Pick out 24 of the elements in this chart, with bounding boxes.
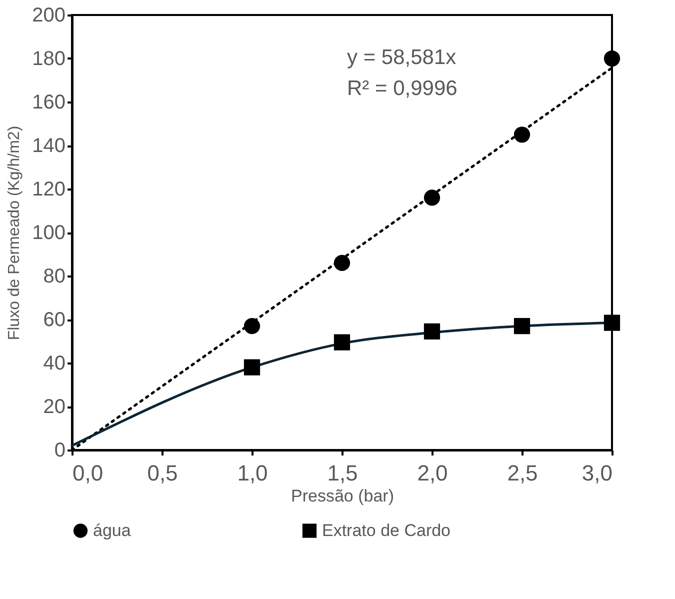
y-axis-title: Fluxo de Permeado (Kg/h/m2) [6, 126, 24, 340]
x-tick-label: 2,5 [507, 460, 538, 486]
y-tick-label: 200 [32, 4, 66, 26]
x-tick-label: 0,0 [72, 460, 104, 486]
y-tick-label: 0 [54, 440, 66, 462]
annotation: R² = 0,9996 [347, 77, 458, 100]
y-tick-label: 80 [43, 266, 66, 288]
x-tick-label: 3,0 [582, 460, 612, 486]
y-tick-label: 140 [32, 135, 66, 157]
y-tick-label: 100 [32, 222, 66, 244]
legend-label: Extrato de Cardo [322, 520, 451, 540]
y-tick-label: 120 [32, 178, 66, 200]
y-tick-label: 60 [43, 309, 66, 331]
legend-label: água [93, 520, 132, 540]
x-axis-title: Pressão (bar) [291, 486, 394, 506]
y-tick-label: 160 [32, 92, 66, 114]
y-tick-label: 180 [32, 48, 66, 70]
x-tick-label: 0,5 [147, 460, 178, 486]
x-tick-label: 1,0 [237, 460, 268, 486]
y-tick-label: 20 [43, 396, 66, 418]
x-tick-label: 2,0 [417, 460, 448, 486]
annotation: y = 58,581x [347, 46, 457, 69]
x-tick-label: 1,5 [327, 460, 358, 486]
y-tick-label: 40 [43, 352, 66, 374]
